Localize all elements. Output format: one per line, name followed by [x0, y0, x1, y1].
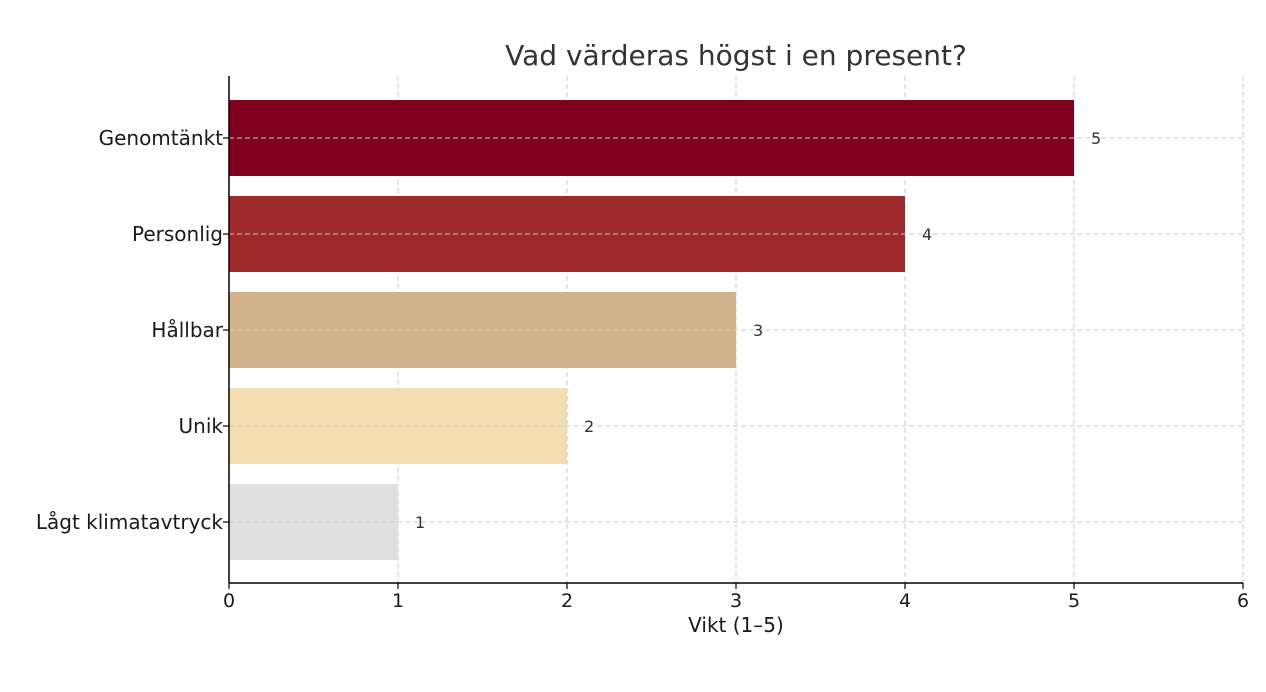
labels-layer: 0 1 2 3 4 5 6 Genomtänkt 5 Personlig 4 Hållbar 3 Unik…: [36, 126, 1249, 612]
x-axis-label: Vikt (1–5): [688, 613, 784, 637]
x-tick-label: 5: [1068, 590, 1080, 612]
bar: [229, 100, 1074, 176]
x-tick-label: 1: [392, 590, 404, 612]
chart-title: Vad värderas högst i en present?: [505, 39, 967, 72]
axes-layer: [223, 76, 1244, 589]
data-label: 4: [922, 225, 932, 244]
data-label: 2: [584, 417, 594, 436]
data-label: 5: [1091, 129, 1101, 148]
category-label: Hållbar: [151, 318, 223, 342]
category-label: Genomtänkt: [99, 126, 224, 150]
x-tick-label: 2: [561, 590, 573, 612]
category-label: Personlig: [132, 222, 223, 246]
x-tick-label: 3: [730, 590, 742, 612]
x-tick-label: 0: [223, 590, 235, 612]
bars-layer: [229, 100, 1074, 560]
data-label: 1: [415, 513, 425, 532]
x-tick-label: 4: [899, 590, 911, 612]
data-label: 3: [753, 321, 763, 340]
x-tick-label: 6: [1237, 590, 1249, 612]
category-label: Unik: [179, 414, 224, 438]
category-label: Lågt klimatavtryck: [36, 510, 224, 534]
